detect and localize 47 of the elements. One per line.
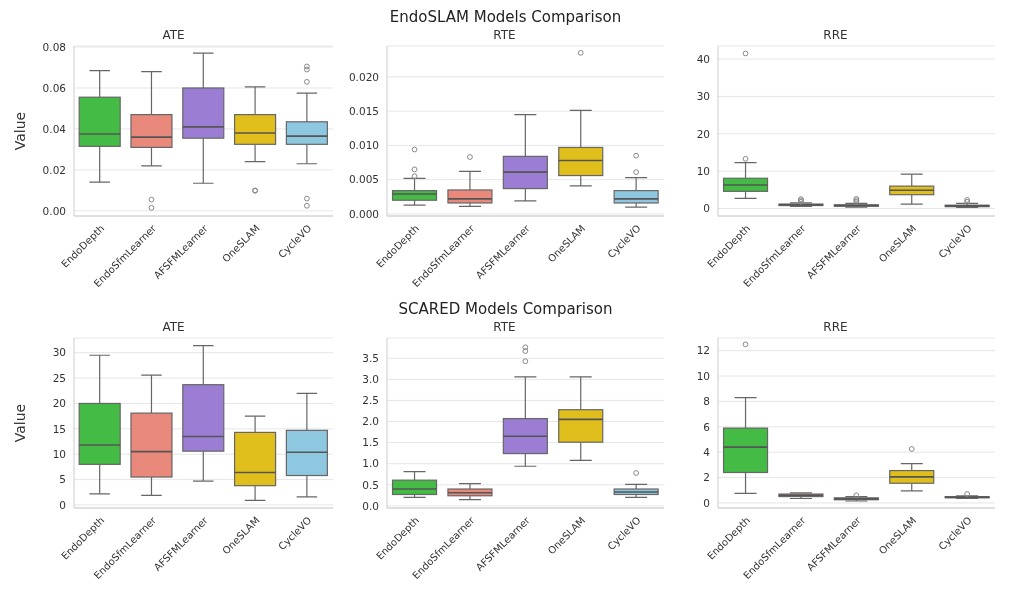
text: EndoSLAM Models Comparison [389, 8, 622, 26]
chart-title: RTE [492, 28, 517, 42]
y-tick-label: 20 [52, 397, 66, 410]
y-tick-label: 8 [703, 395, 710, 408]
text: SCARED Models Comparison [398, 300, 613, 318]
y-tick-label: 25 [52, 371, 66, 384]
y-tick-label: 0.00 [42, 204, 66, 217]
y-tick-label: 20 [696, 127, 710, 140]
chart-title: RRE [822, 320, 849, 334]
chart-title: RTE [492, 320, 517, 334]
y-tick-label: 10 [696, 369, 710, 382]
y-tick-label: 0.08 [42, 40, 66, 53]
y-tick-label: 0 [703, 496, 710, 509]
y-tick-label: 2.5 [362, 394, 379, 407]
y-tick-label: 4 [703, 445, 711, 458]
y-tick-label: 0.010 [348, 139, 379, 152]
chart-title: ATE [161, 28, 186, 42]
y-tick-label: 0 [59, 498, 66, 511]
y-tick-label: 0.06 [42, 81, 67, 94]
y-tick-label: 30 [52, 346, 66, 359]
y-tick-label: 30 [696, 90, 710, 103]
y-tick-label: 1.5 [362, 436, 379, 449]
y-tick-label: 0 [703, 202, 710, 215]
y-tick-label: 0.0 [362, 499, 379, 512]
y-tick-label: 3.5 [362, 351, 379, 364]
chart-title: ATE [161, 320, 186, 334]
y-tick-label: 2.0 [362, 415, 379, 428]
chart-title: RRE [822, 28, 849, 42]
y-tick-label: 40 [696, 52, 710, 65]
y-tick-label: 10 [696, 164, 710, 177]
y-tick-label: 10 [52, 447, 66, 460]
y-tick-label: 5 [59, 473, 66, 486]
y-tick-label: 0.5 [362, 478, 379, 491]
y-tick-label: 0.020 [348, 70, 379, 83]
y-axis-title: Value [11, 111, 28, 151]
y-tick-label: 3.0 [362, 373, 379, 386]
y-tick-label: 0.02 [42, 163, 66, 176]
y-tick-label: 15 [52, 422, 66, 435]
y-tick-label: 0.015 [348, 104, 379, 117]
y-tick-label: 0.04 [42, 122, 67, 135]
y-tick-label: 1.0 [362, 457, 379, 470]
y-axis-title: Value [11, 403, 28, 443]
y-tick-label: 6 [703, 420, 711, 433]
y-tick-label: 0.000 [348, 207, 379, 220]
y-tick-label: 0.005 [348, 173, 379, 186]
y-tick-label: 12 [696, 344, 710, 357]
y-tick-label: 2 [703, 471, 710, 484]
